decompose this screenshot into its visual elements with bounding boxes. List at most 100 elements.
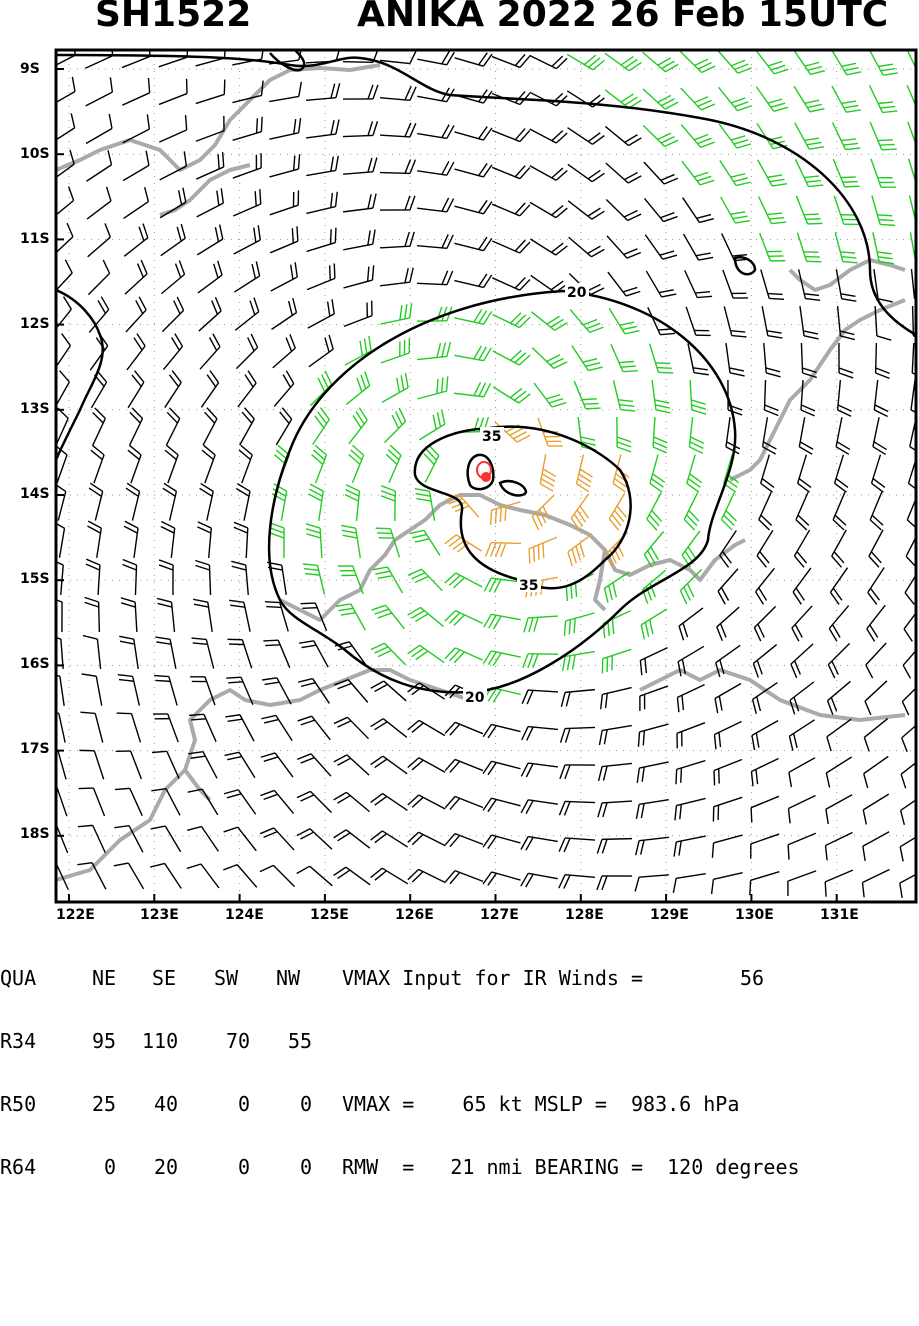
wind-barb [445, 871, 483, 884]
lon-label-128e: 128E [565, 907, 604, 923]
wind-barb [303, 564, 325, 595]
wind-barb [724, 306, 746, 336]
wind-barb [870, 492, 883, 530]
wind-barb [371, 868, 408, 884]
wind-barb [371, 756, 408, 774]
wind-barb [445, 648, 483, 663]
wind-barb [690, 380, 706, 414]
wind-barb [454, 346, 491, 361]
wind-barb [306, 83, 340, 100]
wind-barb [386, 445, 401, 483]
wind-barb [864, 719, 887, 752]
wind-barb [726, 417, 740, 454]
wind-barb [835, 455, 848, 493]
wind-barb [198, 261, 222, 293]
wind-barb [712, 835, 742, 858]
wind-barb [196, 80, 225, 104]
wind-barb [617, 417, 631, 452]
lat-label-13s: 13S [20, 401, 50, 417]
wind-barb [599, 726, 631, 745]
wind-barb [87, 521, 101, 558]
wind-barb [637, 762, 668, 783]
wind-barb [483, 872, 520, 885]
wind-barb [121, 598, 137, 632]
wind-barb [572, 345, 603, 370]
wind-barb [521, 800, 558, 814]
lat-label-16s: 16S [20, 656, 50, 672]
contour-label-35-bottom: 35 [519, 578, 538, 594]
wind-barb [454, 274, 491, 288]
wind-barb [721, 197, 750, 223]
wind-barb [154, 676, 177, 706]
wind-barb [454, 382, 490, 396]
wind-barb [717, 607, 739, 641]
wind-barb [380, 123, 416, 137]
wind-barb [199, 297, 221, 331]
r64-se: 20 [154, 1157, 178, 1178]
wind-barb [559, 875, 595, 889]
wind-barb [270, 523, 284, 558]
wind-barb [792, 606, 812, 641]
wind-barb [91, 445, 104, 483]
wind-barb [234, 261, 259, 292]
wind-barb [341, 525, 360, 557]
wind-barb [756, 87, 788, 112]
wind-barb [161, 260, 184, 293]
wind-barb [128, 371, 144, 408]
wind-barb [152, 751, 179, 778]
wind-barb [119, 636, 138, 669]
wind-barb [788, 833, 816, 859]
wind-barb [49, 113, 74, 144]
wind-barb [635, 875, 669, 892]
wind-barb [530, 55, 568, 68]
wind-barb [522, 690, 558, 704]
wind-barb [791, 644, 813, 678]
wind-barb [613, 380, 635, 411]
wind-barb [274, 445, 289, 483]
wind-barb [713, 797, 742, 821]
lat-label-14s: 14S [20, 486, 50, 502]
wind-barb [800, 306, 819, 339]
wind-barb [346, 372, 369, 405]
wind-barb [239, 445, 252, 483]
wind-barb [530, 129, 567, 143]
wind-barb [764, 343, 781, 377]
wind-barb [870, 85, 898, 112]
r50-sw: 0 [238, 1094, 250, 1115]
wind-barb [455, 163, 492, 177]
wind-barb [833, 492, 846, 530]
wind-barb [760, 233, 786, 261]
wind-barb [349, 445, 364, 483]
wind-barb [492, 203, 530, 216]
wind-barb [483, 724, 520, 738]
header-se: SE [152, 968, 176, 989]
wind-barb [52, 521, 65, 558]
wind-barb [726, 343, 745, 376]
wind-barb [116, 751, 142, 779]
wind-barb [720, 160, 751, 185]
wind-barb [227, 639, 251, 668]
lat-label-10s: 10S [20, 146, 50, 162]
wind-barb [484, 578, 521, 593]
wind-barb [826, 832, 853, 860]
wind-barb [645, 235, 677, 259]
wind-barb [493, 350, 530, 365]
wind-barb [826, 795, 852, 824]
wind-barb [445, 722, 483, 735]
wind-barb [870, 122, 896, 150]
wind-barb [88, 260, 109, 295]
wind-barb [867, 605, 886, 641]
wind-barb [602, 649, 631, 673]
wind-barb [124, 521, 138, 558]
r64-sw: 0 [238, 1157, 250, 1178]
wind-barb [718, 569, 738, 604]
wind-barb [492, 240, 530, 253]
wind-barb [759, 196, 787, 223]
wind-barb [126, 297, 146, 332]
wind-barb [530, 166, 567, 181]
wind-barb [123, 560, 137, 595]
wind-barb [162, 297, 183, 332]
wind-barb [638, 724, 668, 747]
wind-barb [559, 801, 595, 815]
wind-barb [873, 417, 887, 454]
